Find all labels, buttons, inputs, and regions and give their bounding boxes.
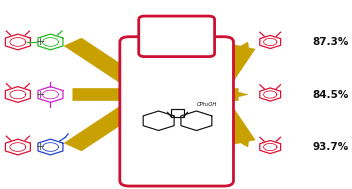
Polygon shape (64, 104, 141, 151)
Text: +: + (36, 142, 45, 152)
FancyBboxPatch shape (120, 37, 233, 186)
Text: 87.3%: 87.3% (312, 37, 348, 47)
Text: +: + (36, 90, 45, 99)
Polygon shape (219, 88, 248, 101)
Text: 84.5%: 84.5% (312, 90, 348, 99)
Text: CPh₂OH: CPh₂OH (196, 102, 217, 107)
Polygon shape (73, 88, 138, 101)
Text: 93.7%: 93.7% (312, 142, 348, 152)
Polygon shape (208, 42, 255, 87)
Polygon shape (64, 38, 141, 85)
Text: +: + (36, 37, 45, 47)
FancyBboxPatch shape (139, 16, 215, 57)
Polygon shape (208, 102, 255, 147)
